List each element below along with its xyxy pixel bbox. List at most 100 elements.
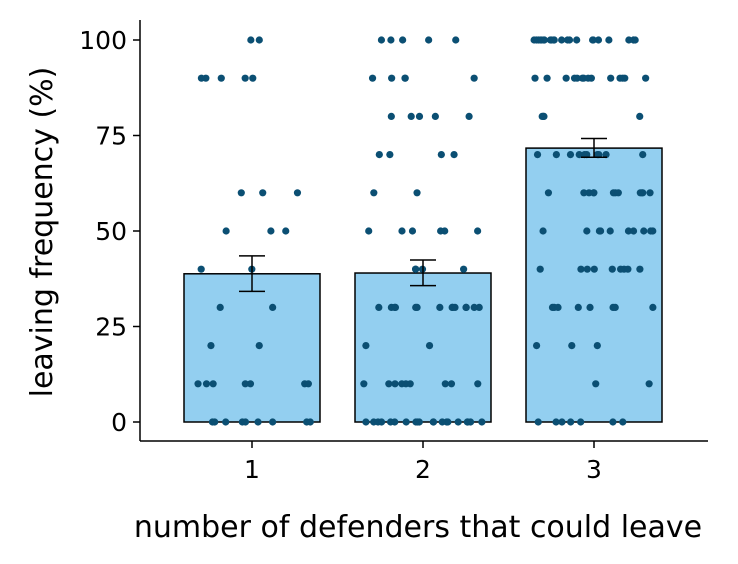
y-tick-label: 100 (79, 26, 127, 55)
data-point (462, 303, 470, 311)
data-point (594, 36, 603, 44)
data-point (588, 36, 597, 44)
data-point (544, 189, 553, 197)
data-point (474, 227, 482, 235)
data-point (478, 418, 486, 426)
data-point (222, 227, 230, 235)
bar-1 (183, 273, 321, 423)
data-point (441, 380, 449, 388)
data-point (539, 227, 547, 235)
data-point (282, 227, 290, 235)
error-bars-layer (239, 137, 607, 293)
data-point (437, 151, 445, 159)
data-point (447, 380, 456, 388)
data-point (370, 189, 378, 197)
data-point (624, 227, 633, 235)
data-point (573, 74, 581, 82)
data-point (583, 227, 591, 235)
data-point (605, 36, 613, 44)
data-point (267, 227, 275, 235)
data-point (391, 303, 400, 311)
error-bar-2 (410, 259, 436, 287)
data-point (558, 418, 566, 426)
data-point (532, 342, 541, 350)
data-point (387, 36, 395, 44)
data-point (611, 303, 619, 311)
data-point (616, 74, 624, 82)
data-point (425, 342, 434, 350)
data-point (593, 151, 601, 159)
data-point (554, 303, 562, 311)
data-point (398, 227, 406, 235)
data-point (530, 36, 538, 44)
data-point (606, 227, 614, 235)
data-point (241, 380, 249, 388)
bar-2 (354, 272, 492, 423)
data-point (209, 380, 217, 388)
data-point (306, 418, 314, 426)
data-point (399, 36, 407, 44)
data-point (254, 418, 262, 426)
data-point (636, 265, 644, 273)
data-point (437, 227, 445, 235)
data-point (217, 74, 225, 82)
data-point (247, 36, 255, 44)
data-point (269, 303, 277, 311)
data-point (377, 36, 386, 44)
data-point (402, 418, 410, 426)
data-point (407, 112, 415, 120)
points-layer (194, 36, 657, 426)
data-point (413, 189, 421, 197)
data-point (365, 227, 373, 235)
data-point (415, 418, 423, 426)
y-tick-label: 75 (95, 122, 127, 151)
data-point (617, 265, 625, 273)
data-point (645, 380, 653, 388)
data-point (463, 418, 471, 426)
data-point (255, 36, 263, 44)
data-point (197, 74, 206, 82)
data-point (249, 74, 257, 82)
data-point (566, 151, 575, 159)
data-point (636, 189, 644, 197)
data-point (543, 74, 551, 82)
data-point (408, 227, 417, 235)
data-point (304, 380, 312, 388)
data-point (237, 189, 245, 197)
data-point (255, 342, 263, 350)
data-point (607, 74, 615, 82)
data-point (533, 151, 542, 159)
data-point (577, 418, 585, 426)
data-point (536, 265, 544, 273)
data-point (246, 380, 255, 388)
data-point (647, 227, 655, 235)
data-point (475, 303, 483, 311)
error-bar-1 (239, 255, 265, 293)
data-point (574, 303, 582, 311)
data-point (362, 418, 370, 426)
data-point (388, 74, 396, 82)
data-point (608, 265, 616, 273)
data-point (573, 36, 581, 44)
data-point (602, 151, 610, 159)
data-point (197, 265, 205, 273)
data-point (558, 36, 566, 44)
data-point (552, 418, 560, 426)
data-point (639, 151, 647, 159)
data-point (406, 380, 414, 388)
data-point (412, 303, 420, 311)
y-axis-title: leaving frequency (%) (25, 67, 60, 398)
data-point (624, 265, 632, 273)
data-point (538, 112, 546, 120)
data-point (593, 342, 601, 350)
data-point (470, 74, 478, 82)
data-point (259, 189, 267, 197)
data-point (540, 36, 548, 44)
data-point (375, 303, 383, 311)
error-bar-3 (581, 137, 607, 159)
data-point (202, 380, 211, 388)
data-point (460, 265, 468, 273)
data-point (550, 36, 558, 44)
data-point (386, 151, 394, 159)
